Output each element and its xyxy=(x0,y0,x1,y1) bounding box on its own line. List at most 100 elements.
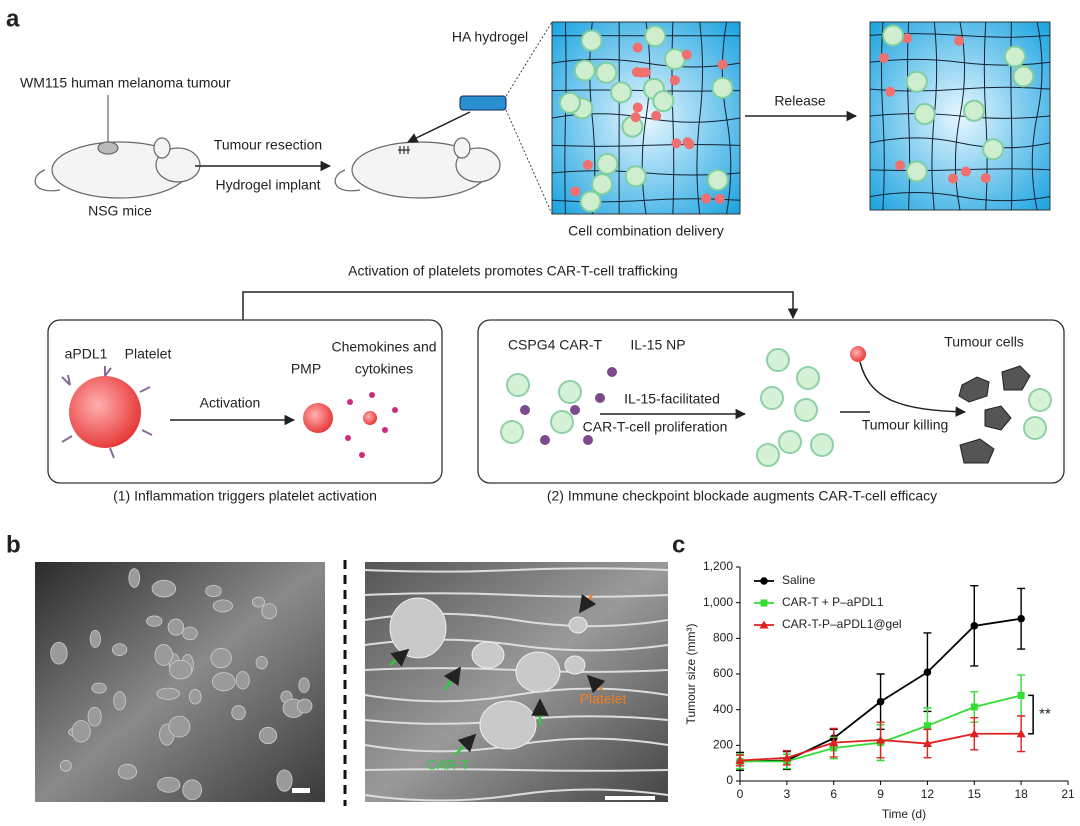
mesh xyxy=(721,21,732,215)
sem-image xyxy=(365,562,668,802)
cell xyxy=(251,596,266,608)
cell xyxy=(210,648,232,669)
cell xyxy=(59,760,72,772)
cells xyxy=(551,21,741,215)
texture xyxy=(50,568,313,801)
cell xyxy=(154,644,173,666)
platelet xyxy=(701,193,712,204)
sem-image xyxy=(35,562,325,802)
cell xyxy=(111,643,128,656)
cart-cell xyxy=(796,366,820,390)
cart-cell xyxy=(573,59,596,82)
legend-label: CAR-T + P–aPDL1 xyxy=(782,595,884,609)
caption: (1) Inflammation triggers platelet activ… xyxy=(113,488,377,504)
marker xyxy=(923,668,932,677)
marker xyxy=(829,738,839,747)
platelet xyxy=(895,160,906,171)
y-tick-label: 0 xyxy=(726,773,733,787)
platelet xyxy=(671,138,682,149)
label: Platelet xyxy=(580,691,627,707)
cart-cell xyxy=(706,168,729,191)
mesh xyxy=(551,58,741,68)
cell xyxy=(89,629,101,648)
cart-cell xyxy=(760,386,784,410)
platelet xyxy=(954,35,965,46)
pmp xyxy=(303,403,333,433)
cart-cell xyxy=(595,61,618,84)
y-axis-label: Tumour size (mm³) xyxy=(684,624,698,725)
cell xyxy=(156,687,180,700)
cells xyxy=(869,21,1051,211)
mesh xyxy=(564,21,567,215)
label: WM115 human melanoma tumour xyxy=(20,75,231,91)
cart-cell xyxy=(1023,416,1047,440)
np xyxy=(540,435,550,445)
marker xyxy=(1017,691,1025,699)
box xyxy=(47,319,443,484)
mouse xyxy=(34,137,201,199)
cart-cell xyxy=(711,76,734,99)
cart-cell xyxy=(558,380,582,404)
legend-label: CAR-T-P–aPDL1@gel xyxy=(782,617,902,631)
scale-bar xyxy=(292,788,310,793)
platelet xyxy=(651,110,662,121)
x-tick-label: 18 xyxy=(1014,787,1028,801)
platelet xyxy=(69,376,141,448)
cell xyxy=(298,677,310,693)
cell xyxy=(255,655,268,670)
platelet xyxy=(717,59,728,70)
x-tick-label: 9 xyxy=(877,787,884,801)
marker xyxy=(876,697,885,706)
platelet xyxy=(850,346,866,362)
marker xyxy=(1016,729,1026,738)
cell xyxy=(50,641,68,665)
cart-cell xyxy=(905,70,928,93)
cell xyxy=(261,603,277,620)
label: NSG mice xyxy=(88,203,152,219)
panel-label: a xyxy=(6,5,20,32)
legend-label: Saline xyxy=(782,573,816,587)
cart-cell xyxy=(580,29,603,52)
cell xyxy=(212,599,234,613)
marker xyxy=(760,577,768,585)
cart-cell xyxy=(882,24,905,47)
zoom-line xyxy=(505,21,553,97)
platelet xyxy=(682,137,693,148)
platelet xyxy=(669,75,680,86)
cell xyxy=(71,720,91,743)
cell xyxy=(157,776,181,793)
cart-cell xyxy=(596,152,619,175)
mesh xyxy=(696,21,704,215)
np xyxy=(520,405,530,415)
cell xyxy=(113,691,126,711)
cart-cell xyxy=(610,81,633,104)
cell xyxy=(205,584,222,598)
arrow xyxy=(407,111,471,143)
x-axis-label: Time (d) xyxy=(882,807,926,821)
mesh xyxy=(641,21,651,215)
cart-cell xyxy=(913,103,936,126)
chemokines xyxy=(345,392,398,458)
panel-label: b xyxy=(6,531,21,558)
y-tick-label: 400 xyxy=(713,702,733,716)
cell xyxy=(151,579,177,598)
cell xyxy=(188,689,202,705)
label: Tumour cells xyxy=(944,334,1024,350)
bracket xyxy=(1028,694,1034,735)
cells xyxy=(500,348,1052,467)
marker xyxy=(1017,614,1025,623)
arrow xyxy=(859,361,967,417)
label: cytokines xyxy=(355,361,413,377)
chart: 0 200 400 600 800 1,000 1,200 0 3 6 9 12 15 18 21 Time … xyxy=(684,559,1075,821)
cell xyxy=(169,659,193,680)
label: Activation of platelets promotes CAR-T-c… xyxy=(348,263,678,279)
y-tick-label: 800 xyxy=(713,631,733,645)
mesh xyxy=(1031,21,1043,211)
x-tick-label: 21 xyxy=(1061,787,1075,801)
x-tick-label: 0 xyxy=(737,787,744,801)
cell xyxy=(211,672,236,692)
y-tick-label: 1,000 xyxy=(703,595,733,609)
cart-cell xyxy=(500,420,524,444)
cell xyxy=(182,626,198,641)
cart-cell xyxy=(982,138,1005,161)
